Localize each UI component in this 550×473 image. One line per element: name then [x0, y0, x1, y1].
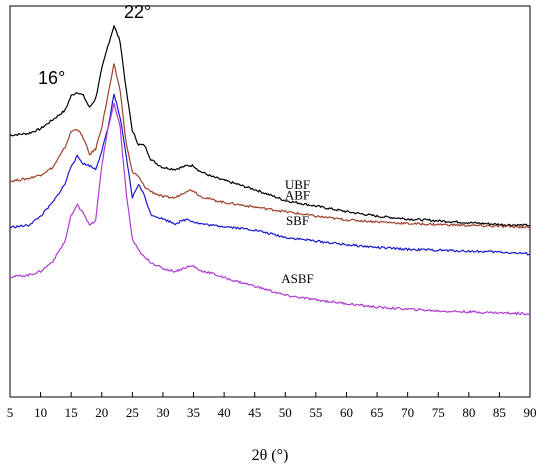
series-line-asbf — [9, 102, 531, 316]
peak-annotations: 16° 22° — [38, 2, 151, 88]
x-tick-label: 25 — [126, 405, 139, 420]
x-tick-label: 80 — [462, 405, 475, 420]
series-line-abf — [9, 63, 531, 229]
x-tick-label: 40 — [218, 405, 231, 420]
x-tick-label: 85 — [493, 405, 506, 420]
x-axis: 5 10 15 20 25 30 35 40 45 50 55 60 65 70 75 80 85 90 — [7, 392, 537, 420]
x-tick-label: 5 — [7, 405, 14, 420]
x-tick-label: 65 — [371, 405, 384, 420]
series-label-abf: ABF — [285, 187, 310, 202]
x-tick-label: 60 — [340, 405, 353, 420]
x-tick-label: 70 — [401, 405, 414, 420]
series-layer — [9, 24, 531, 316]
x-tick-label: 50 — [279, 405, 292, 420]
x-tick-label: 75 — [432, 405, 445, 420]
x-tick-label: 35 — [187, 405, 200, 420]
peak-annotation: 16° — [38, 68, 65, 88]
series-label-sbf: SBF — [286, 213, 309, 228]
x-tick-label: 15 — [65, 405, 78, 420]
series-line-sbf — [9, 93, 531, 256]
plot-frame — [9, 5, 531, 398]
x-tick-label: 90 — [524, 405, 537, 420]
series-label-ubf: UBF — [285, 177, 310, 192]
x-tick-label: 30 — [156, 405, 169, 420]
x-tick-label: 55 — [309, 405, 322, 420]
x-axis-title: 2θ (°) — [252, 447, 289, 464]
x-tick-label: 45 — [248, 405, 261, 420]
peak-annotation: 22° — [124, 2, 151, 22]
x-tick-label: 10 — [34, 405, 47, 420]
series-label-asbf: ASBF — [281, 271, 314, 286]
x-tick-label: 20 — [95, 405, 108, 420]
series-line-ubf — [9, 24, 531, 228]
